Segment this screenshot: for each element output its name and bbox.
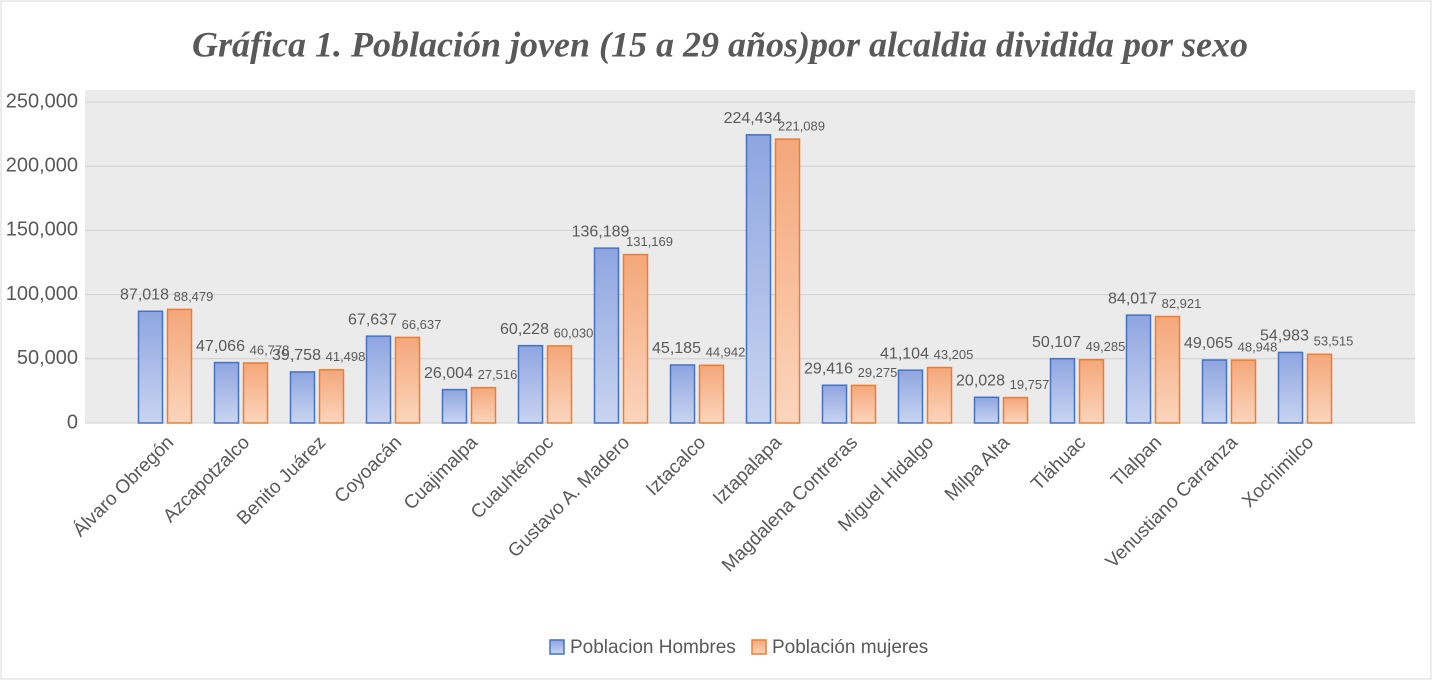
bar: [441, 388, 468, 424]
value-label: 54,983: [1260, 328, 1309, 345]
bar: [698, 364, 725, 424]
legend-label: Población mujeres: [772, 637, 928, 658]
bar: [774, 138, 801, 424]
legend-swatch: [751, 639, 767, 655]
value-label: 39,758: [272, 347, 321, 364]
bar: [213, 361, 240, 424]
value-label: 26,004: [424, 365, 473, 382]
legend-swatch: [549, 639, 565, 655]
value-label: 19,757: [1010, 377, 1050, 392]
value-label: 221,089: [778, 119, 825, 134]
value-label: 20,028: [956, 373, 1005, 390]
chart-title: Gráfica 1. Población joven (15 a 29 años…: [192, 24, 1248, 64]
value-label: 48,948: [1238, 340, 1278, 355]
bar: [897, 369, 924, 424]
bar: [166, 308, 193, 424]
bar: [1125, 314, 1152, 424]
value-label: 41,104: [880, 345, 929, 362]
value-label: 29,416: [804, 360, 853, 377]
bar: [850, 384, 877, 424]
value-label: 43,205: [934, 347, 974, 362]
y-tick-label: 150,000: [6, 219, 78, 241]
y-tick-label: 50,000: [17, 347, 78, 369]
value-label: 44,942: [706, 345, 746, 360]
bar: [289, 371, 316, 424]
bar: [821, 384, 848, 424]
bar: [1002, 396, 1029, 424]
value-label: 29,275: [858, 365, 898, 380]
bar: [1154, 315, 1181, 424]
legend-label: Poblacion Hombres: [570, 637, 736, 658]
value-label: 67,637: [348, 311, 397, 328]
bar: [926, 366, 953, 424]
value-label: 50,107: [1032, 334, 1081, 351]
value-label: 87,018: [120, 286, 169, 303]
bar: [1049, 357, 1076, 424]
y-tick-label: 100,000: [6, 283, 78, 305]
value-label: 136,189: [572, 223, 630, 240]
y-tick-label: 200,000: [6, 154, 78, 176]
value-label: 60,228: [500, 321, 549, 338]
value-label: 66,637: [402, 317, 442, 332]
bar: [137, 310, 164, 424]
value-label: 27,516: [478, 367, 518, 382]
bar: [1078, 358, 1105, 424]
bar: [318, 368, 345, 424]
value-label: 88,479: [174, 289, 214, 304]
value-label: 41,498: [326, 349, 366, 364]
bar: [517, 344, 544, 424]
value-label: 49,285: [1086, 339, 1126, 354]
value-label: 224,434: [724, 110, 782, 127]
bar: [745, 134, 772, 424]
bar: [1277, 351, 1304, 424]
value-label: 84,017: [1108, 290, 1157, 307]
bar: [1201, 359, 1228, 424]
value-label: 46,778: [250, 342, 290, 357]
value-label: 45,185: [652, 340, 701, 357]
bar: [394, 336, 421, 424]
bar: [365, 335, 392, 424]
bar: [622, 253, 649, 424]
bar: [1306, 353, 1333, 424]
bar: [470, 386, 497, 424]
bar: [593, 247, 620, 424]
value-label: 131,169: [626, 234, 673, 249]
bar: [242, 362, 269, 424]
bar: [669, 364, 696, 424]
y-tick-label: 0: [67, 411, 78, 433]
bar: [546, 345, 573, 424]
value-label: 47,066: [196, 338, 245, 355]
bar: [1230, 359, 1257, 424]
value-label: 60,030: [554, 325, 594, 340]
value-label: 53,515: [1314, 334, 1354, 349]
value-label: 82,921: [1162, 296, 1202, 311]
y-tick-label: 250,000: [6, 90, 78, 112]
bar: [973, 396, 1000, 424]
value-label: 49,065: [1184, 335, 1233, 352]
